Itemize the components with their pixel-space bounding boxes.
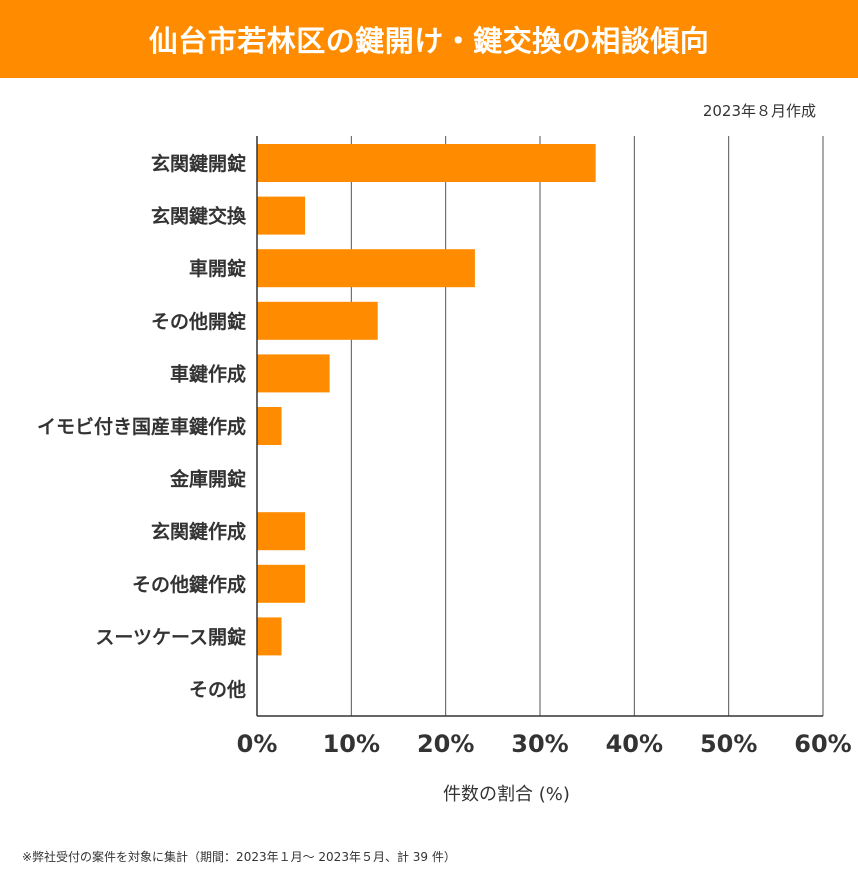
chart-title-banner: 仙台市若林区の鍵開け・鍵交換の相談傾向 bbox=[0, 0, 858, 78]
category-label: 玄関鍵交換 bbox=[151, 205, 247, 228]
x-tick-label: 0% bbox=[237, 730, 278, 758]
bar bbox=[257, 407, 282, 445]
x-tick-label: 30% bbox=[511, 730, 568, 758]
category-label: 金庫開錠 bbox=[169, 468, 246, 491]
category-label: 車開錠 bbox=[189, 257, 246, 280]
x-tick-label: 60% bbox=[794, 730, 851, 758]
category-label: その他 bbox=[189, 678, 246, 701]
bar bbox=[257, 196, 306, 235]
category-label: 玄関鍵開錠 bbox=[151, 152, 246, 175]
bar bbox=[257, 144, 596, 182]
category-label: スーツケース開錠 bbox=[95, 625, 246, 648]
bar bbox=[257, 617, 282, 656]
category-label: イモビ付き国産車鍵作成 bbox=[37, 415, 246, 438]
category-label: 車鍵作成 bbox=[170, 362, 246, 385]
x-tick-label: 50% bbox=[700, 730, 757, 758]
category-label: 玄関鍵作成 bbox=[151, 520, 246, 543]
creation-date-note: 2023年８月作成 bbox=[702, 102, 816, 120]
bar bbox=[257, 564, 306, 603]
axes bbox=[256, 136, 823, 717]
x-tick-label: 40% bbox=[606, 730, 663, 758]
x-tick-labels: 0% 10% 20% 30% 40% 50% 60% bbox=[237, 730, 852, 758]
x-tick-label: 10% bbox=[323, 730, 380, 758]
x-tick-label: 20% bbox=[417, 730, 474, 758]
x-axis-title: 件数の割合 (%) bbox=[443, 784, 570, 805]
bars bbox=[257, 144, 596, 656]
category-label: その他鍵作成 bbox=[132, 573, 246, 596]
footnote: ※弊社受付の案件を対象に集計（期間：2023年１月～ 2023年５月、計 39 … bbox=[22, 850, 456, 864]
bar bbox=[257, 249, 475, 288]
bar bbox=[257, 301, 378, 340]
category-label: その他開錠 bbox=[151, 310, 246, 333]
gridlines bbox=[350, 136, 824, 716]
bar bbox=[257, 512, 306, 551]
category-labels: 玄関鍵開錠玄関鍵交換車開錠その他開錠車鍵作成イモビ付き国産車鍵作成金庫開錠玄関鍵… bbox=[37, 152, 247, 701]
bar bbox=[257, 354, 330, 393]
chart-title: 仙台市若林区の鍵開け・鍵交換の相談傾向 bbox=[148, 24, 710, 58]
